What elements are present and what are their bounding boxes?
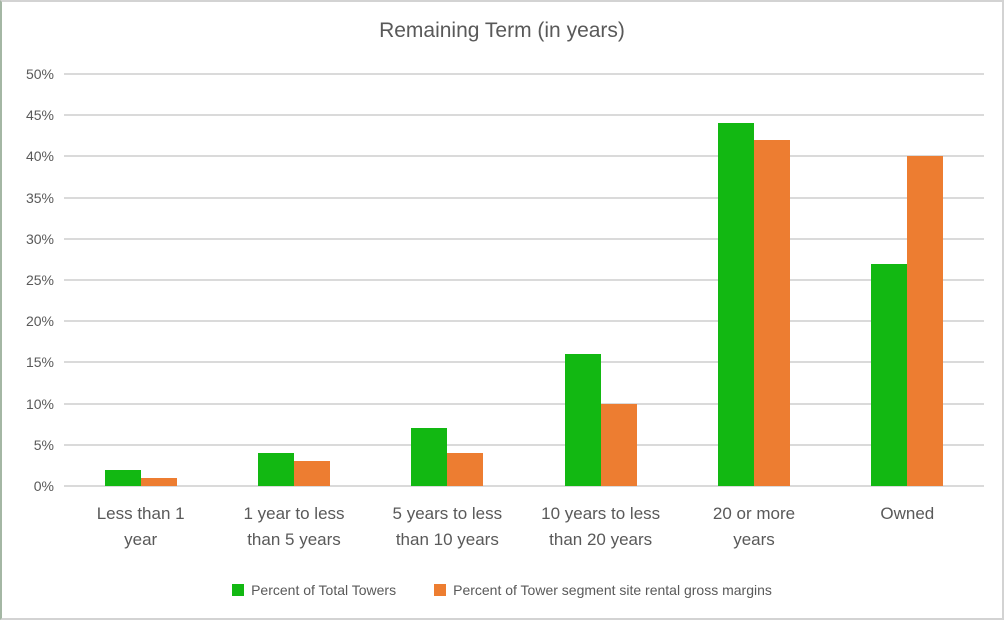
y-axis-tick-label: 5% <box>33 436 54 453</box>
bar-groups <box>64 74 984 486</box>
bar <box>600 404 637 486</box>
gridline <box>64 320 984 323</box>
legend-marker-icon <box>232 584 245 596</box>
x-axis-labels: Less than 1 year 1 year to less than 5 ye… <box>64 501 984 553</box>
y-axis-tick-label: 40% <box>25 148 54 165</box>
x-axis-category-label: 10 years to less than 20 years <box>541 504 661 549</box>
bar-group <box>371 74 524 486</box>
bar <box>104 470 141 486</box>
gridline <box>64 443 984 446</box>
bar <box>717 123 754 486</box>
y-axis-tick-label: 10% <box>25 395 54 412</box>
legend-label: Percent of Total Towers <box>251 582 397 598</box>
y-axis-tick-label: 35% <box>25 189 54 206</box>
y-axis-tick-label: 20% <box>25 313 54 330</box>
gridline <box>64 279 984 281</box>
gridline <box>64 114 984 117</box>
bar <box>411 428 448 486</box>
gridline <box>64 155 984 158</box>
bar <box>140 478 177 486</box>
gridline <box>64 73 984 75</box>
bar <box>293 461 330 486</box>
legend-item: Percent of Tower segment site rental gro… <box>434 582 772 598</box>
legend-label: Percent of Tower segment site rental gro… <box>453 582 772 598</box>
bar <box>907 156 944 486</box>
chart-title: Remaining Term (in years) <box>379 19 625 42</box>
gridline <box>64 485 984 487</box>
bar <box>871 264 908 486</box>
bar-group <box>524 74 677 486</box>
x-axis-category-label: 1 year to less than 5 years <box>243 504 345 549</box>
bar-group <box>217 74 370 486</box>
gridline <box>64 237 984 240</box>
x-axis-category-label: Less than 1 year <box>96 504 185 549</box>
x-axis-category-label: 20 or more years <box>712 504 796 549</box>
x-axis-category-label: Owned <box>880 504 935 523</box>
bar <box>447 453 484 486</box>
gridline <box>64 361 984 364</box>
y-axis-tick-label: 45% <box>25 107 54 124</box>
bar <box>564 354 601 486</box>
bar <box>753 140 790 486</box>
y-axis-tick-label: 25% <box>25 272 54 288</box>
y-axis-tick-label: 0% <box>33 478 54 494</box>
legend-marker-icon <box>434 584 447 596</box>
y-axis-tick-label: 15% <box>25 354 54 371</box>
bar-group <box>831 74 984 486</box>
x-axis-category-label: 5 years to less than 10 years <box>392 504 503 549</box>
y-axis: 0% 5% 10% 15% 20% 25% 30% 35% 40% 45% 50% <box>2 66 54 494</box>
legend-item: Percent of Total Towers <box>232 582 396 598</box>
bar <box>257 453 294 486</box>
gridline <box>64 402 984 405</box>
y-axis-tick-label: 50% <box>25 66 54 82</box>
plot-area <box>64 73 984 487</box>
bar-group <box>64 74 217 486</box>
legend: Percent of Total Towers Percent of Tower … <box>2 582 1002 598</box>
gridline <box>64 196 984 199</box>
y-axis-tick-label: 30% <box>25 230 54 247</box>
bar-group <box>677 74 830 486</box>
